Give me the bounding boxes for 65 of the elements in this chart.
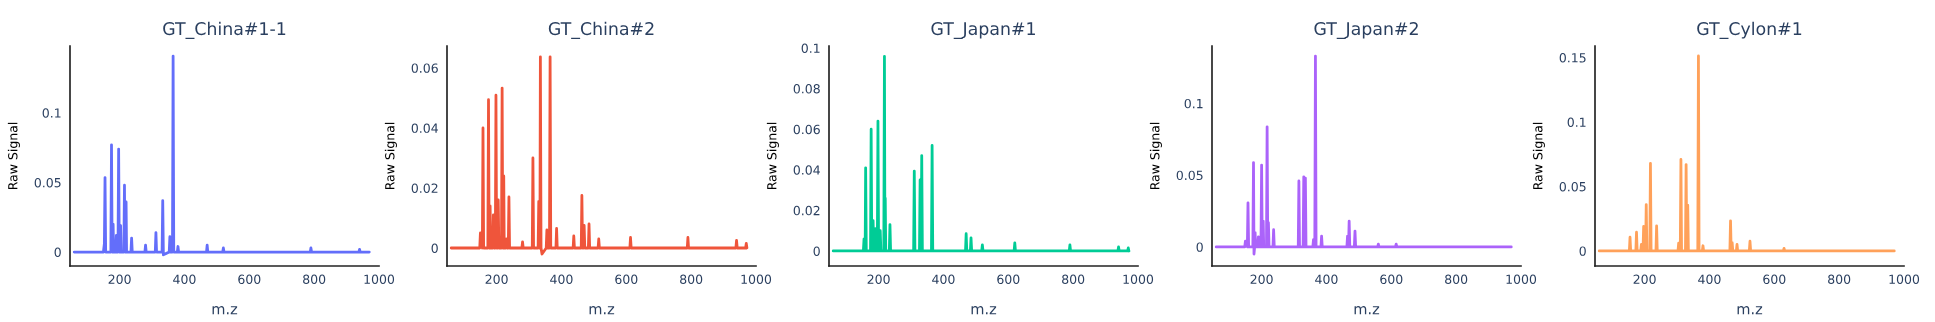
x-tick-label: 1000: [1889, 274, 1920, 285]
x-tick-label: 400: [550, 274, 573, 285]
x-tick-label: 200: [867, 274, 890, 285]
x-tick-label: 400: [1698, 274, 1721, 285]
y-tick-label: 0.02: [793, 205, 820, 216]
y-tick-label: 0.05: [1176, 170, 1203, 181]
x-tick-label: 600: [1763, 274, 1786, 285]
x-tick-label: 400: [173, 274, 196, 285]
chart-title: GT_Japan#2: [1314, 22, 1418, 39]
chart-title: GT_China#1-1: [163, 21, 286, 39]
y-axis-title: Raw Signal: [384, 122, 397, 190]
y-tick-label: 0.04: [793, 165, 820, 175]
chart-title: GT_Japan#1: [931, 22, 1035, 39]
x-tick-label: 1000: [1123, 274, 1154, 285]
x-tick-label: 200: [1250, 274, 1273, 285]
x-tick-label: 600: [238, 274, 261, 285]
y-tick-label: 0.1: [801, 43, 820, 53]
y-tick-label: 0.02: [411, 183, 438, 193]
x-tick-label: 800: [1445, 274, 1468, 285]
y-axis-title: Raw Signal: [766, 122, 779, 190]
y-axis-title: Raw Signal: [7, 122, 20, 190]
x-tick-label: 600: [615, 274, 638, 285]
chart-title: GT_Cylon#1: [1697, 21, 1802, 39]
x-tick-label: 1000: [741, 274, 772, 285]
x-tick-label: 800: [680, 274, 703, 285]
x-tick-label: 800: [303, 274, 326, 285]
x-tick-label: 200: [485, 274, 508, 285]
y-tick-label: 0.1: [1184, 98, 1203, 109]
x-tick-label: 200: [1633, 274, 1656, 285]
line-series: [449, 55, 749, 256]
x-tick-label: 800: [1062, 274, 1085, 285]
y-tick-label: 0.08: [793, 84, 820, 94]
x-tick-label: 200: [108, 274, 131, 285]
x-tick-label: 1000: [364, 274, 395, 285]
y-tick-label: 0.06: [793, 124, 820, 135]
x-axis-title: m.z: [971, 306, 997, 315]
x-axis-title: m.z: [589, 306, 615, 315]
y-tick-label: 0: [1196, 242, 1203, 252]
y-tick-label: 0.05: [1559, 181, 1586, 192]
y-axis-title: Raw Signal: [1532, 122, 1545, 190]
x-tick-label: 600: [1380, 274, 1403, 285]
line-series: [1597, 54, 1896, 253]
y-tick-label: 0.04: [411, 123, 438, 133]
x-axis-title: m.z: [1737, 306, 1763, 315]
x-tick-label: 800: [1828, 274, 1851, 285]
x-tick-label: 400: [1315, 274, 1338, 285]
chart-title: GT_China#2: [548, 21, 654, 39]
line-series: [831, 54, 1131, 253]
x-axis-title: m.z: [1354, 306, 1380, 315]
y-tick-label: 0.15: [1559, 53, 1586, 63]
y-tick-label: 0: [431, 243, 438, 253]
x-axis-title: m.z: [212, 306, 238, 315]
y-tick-label: 0.1: [1567, 117, 1586, 127]
line-series: [72, 54, 371, 257]
y-tick-label: 0: [1579, 246, 1586, 256]
x-tick-label: 1000: [1506, 274, 1537, 285]
y-tick-label: 0.06: [411, 63, 438, 73]
x-tick-label: 600: [997, 274, 1020, 285]
line-series: [1214, 54, 1513, 256]
y-axis-title: Raw Signal: [1149, 122, 1162, 190]
x-tick-label: 400: [932, 274, 955, 285]
y-tick-label: 0: [813, 246, 820, 256]
y-tick-label: 0.1: [42, 108, 61, 118]
y-tick-label: 0: [54, 247, 61, 257]
y-tick-label: 0.05: [34, 177, 61, 188]
